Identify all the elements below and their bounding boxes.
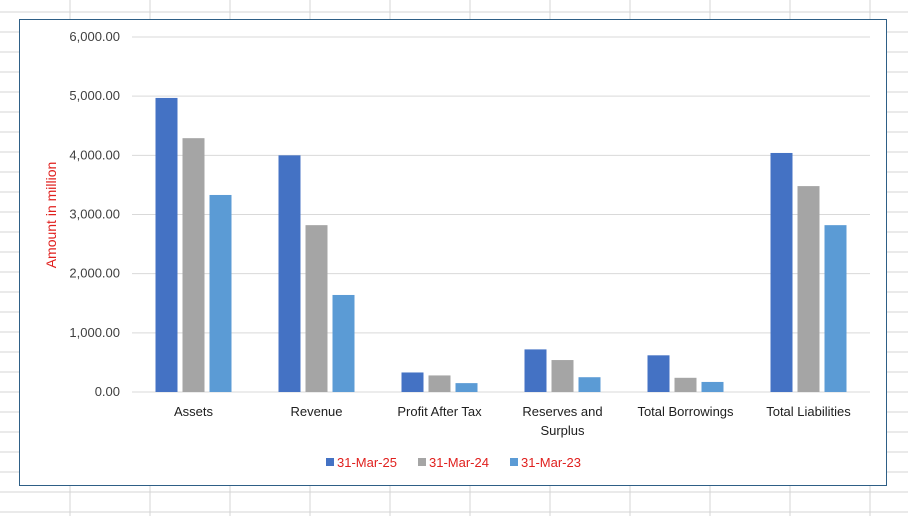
- y-tick-label: 4,000.00: [69, 147, 120, 162]
- bar: [578, 377, 601, 392]
- x-category-label: Total Borrowings: [637, 404, 734, 419]
- y-tick-label: 0.00: [95, 384, 120, 399]
- bar: [524, 349, 547, 392]
- bar: [797, 186, 820, 392]
- bar: [770, 152, 793, 392]
- gridlines: [132, 36, 870, 393]
- x-category-label: Reserves and: [522, 404, 602, 419]
- legend-swatch: [418, 458, 426, 466]
- bar: [824, 225, 847, 392]
- y-tick-label: 1,000.00: [69, 325, 120, 340]
- x-category-label: Profit After Tax: [397, 404, 482, 419]
- x-category-label: Revenue: [290, 404, 342, 419]
- x-axis-categories: Assets Revenue Profit After Tax Reserves an…: [174, 404, 851, 438]
- legend-swatch: [326, 458, 334, 466]
- bar: [428, 375, 451, 392]
- y-tick-label: 3,000.00: [69, 207, 120, 222]
- bar: [701, 381, 724, 392]
- chart-area[interactable]: 0.00 1,000.00 2,000.00 3,000.00 4,000.00 5,00…: [19, 19, 887, 486]
- bar: [305, 225, 328, 392]
- bar: [332, 294, 355, 392]
- bar: [209, 194, 232, 392]
- bar-chart: 0.00 1,000.00 2,000.00 3,000.00 4,000.00 5,00…: [43, 29, 870, 470]
- bar: [401, 372, 424, 392]
- y-tick-label: 5,000.00: [69, 88, 120, 103]
- bar: [278, 155, 301, 392]
- bar: [155, 97, 178, 393]
- y-axis-label: Amount in million: [43, 162, 59, 269]
- x-category-label: Assets: [174, 404, 214, 419]
- y-tick-label: 2,000.00: [69, 266, 120, 281]
- legend-entry: 31-Mar-23: [521, 455, 581, 470]
- bars: [155, 97, 847, 393]
- legend-entry: 31-Mar-24: [429, 455, 489, 470]
- legend-swatch: [510, 458, 518, 466]
- legend-entry: 31-Mar-25: [337, 455, 397, 470]
- x-category-label: Surplus: [540, 423, 585, 438]
- y-axis-ticks: 0.00 1,000.00 2,000.00 3,000.00 4,000.00 5,00…: [69, 29, 120, 399]
- bar: [674, 377, 697, 392]
- y-tick-label: 6,000.00: [69, 29, 120, 44]
- bar: [182, 138, 205, 392]
- legend: 31-Mar-25 31-Mar-24 31-Mar-23: [326, 455, 581, 470]
- x-category-label: Total Liabilities: [766, 404, 851, 419]
- bar: [455, 383, 478, 392]
- bar: [551, 360, 574, 392]
- bar: [647, 355, 670, 392]
